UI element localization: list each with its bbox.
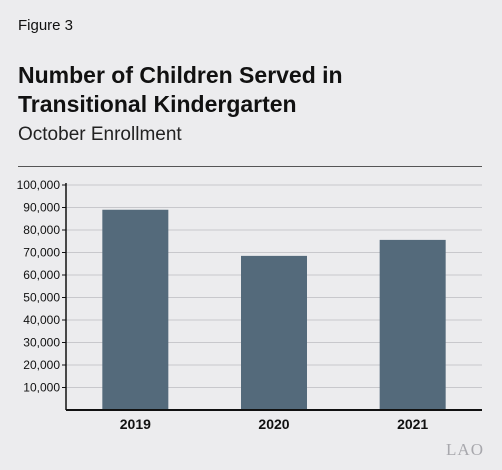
bar-2019 [102,209,169,410]
y-tick-label: 100,000 [17,178,61,192]
chart-title-line-1: Number of Children Served in [18,62,343,88]
figure-label: Figure 3 [18,17,74,34]
y-tick-label: 80,000 [23,223,60,237]
y-tick-label: 20,000 [23,358,60,372]
chart-subtitle: October Enrollment [18,124,182,145]
y-tick-label: 50,000 [23,291,60,305]
x-tick-label: 2020 [258,416,289,432]
y-tick-label: 90,000 [23,201,60,215]
y-tick-label: 70,000 [23,246,60,260]
x-tick-label: 2019 [120,416,151,432]
bar-2020 [241,255,307,410]
x-tick-label: 2021 [397,416,428,432]
header-divider [18,166,482,167]
lao-logo: LAO [446,440,484,459]
chart-title-line-2: Transitional Kindergarten [18,91,297,117]
y-tick-label: 40,000 [23,313,60,327]
y-tick-label: 30,000 [23,336,60,350]
bar-2021 [379,239,446,410]
y-tick-label: 60,000 [23,268,60,282]
y-tick-label: 10,000 [23,381,60,395]
chart-title: Number of Children Served in Transitiona… [18,61,488,119]
